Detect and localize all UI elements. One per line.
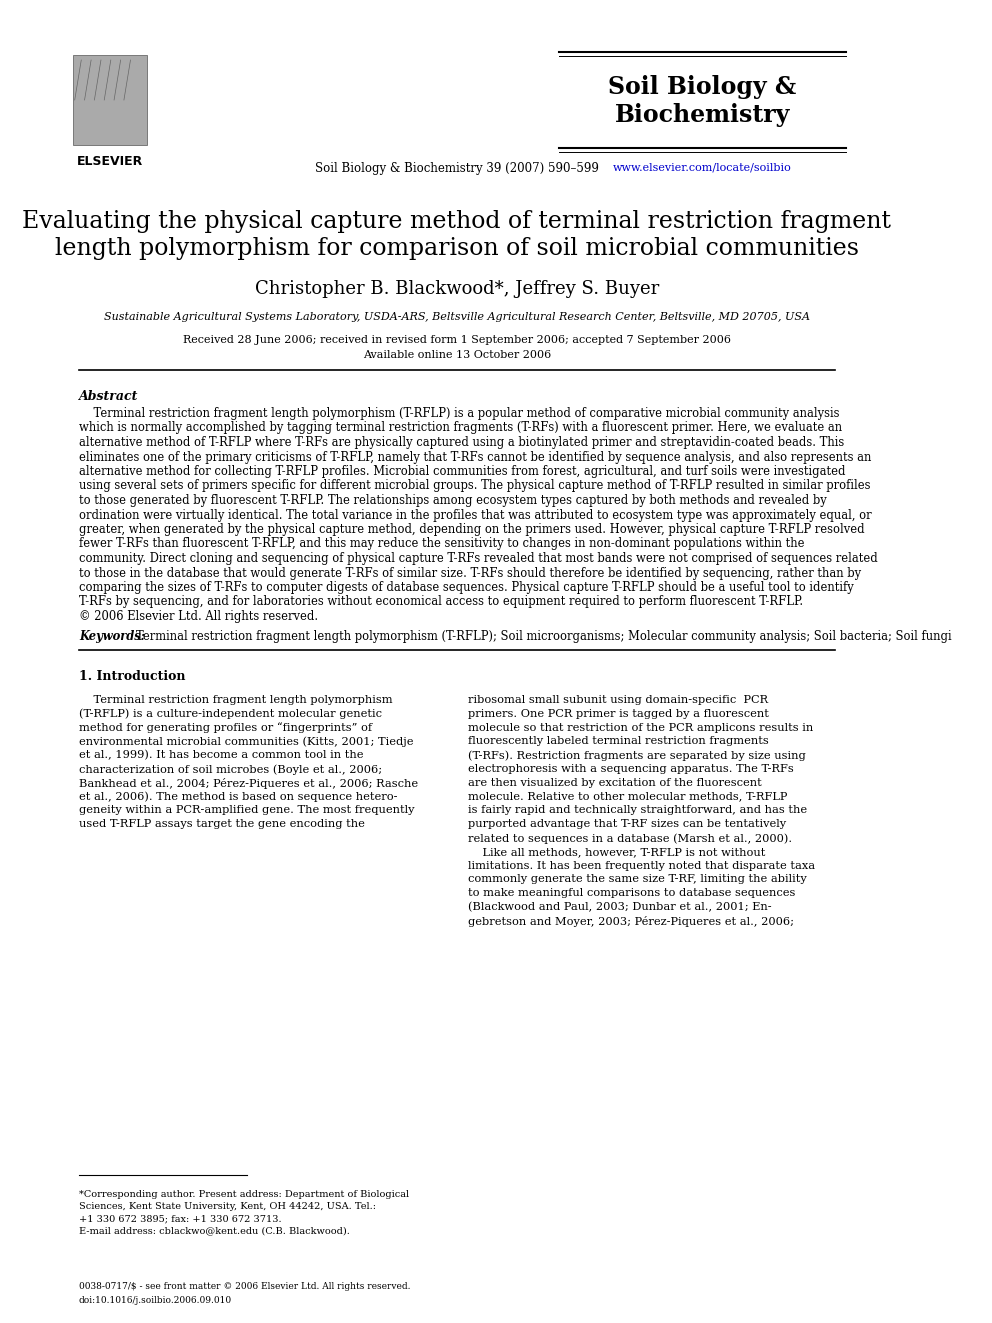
Text: Like all methods, however, T-RFLP is not without: Like all methods, however, T-RFLP is not…	[468, 847, 766, 857]
Text: community. Direct cloning and sequencing of physical capture T-RFs revealed that: community. Direct cloning and sequencing…	[78, 552, 878, 565]
Text: Available online 13 October 2006: Available online 13 October 2006	[363, 351, 552, 360]
Text: (T-RFLP) is a culture-independent molecular genetic: (T-RFLP) is a culture-independent molecu…	[78, 709, 382, 720]
Text: primers. One PCR primer is tagged by a fluorescent: primers. One PCR primer is tagged by a f…	[468, 709, 770, 718]
Text: molecule. Relative to other molecular methods, T-RFLP: molecule. Relative to other molecular me…	[468, 791, 788, 802]
Text: *Corresponding author. Present address: Department of Biological: *Corresponding author. Present address: …	[78, 1189, 409, 1199]
Text: electrophoresis with a sequencing apparatus. The T-RFs: electrophoresis with a sequencing appara…	[468, 763, 795, 774]
Text: are then visualized by excitation of the fluorescent: are then visualized by excitation of the…	[468, 778, 762, 787]
Text: fluorescently labeled terminal restriction fragments: fluorescently labeled terminal restricti…	[468, 737, 769, 746]
Text: 0038-0717/$ - see front matter © 2006 Elsevier Ltd. All rights reserved.: 0038-0717/$ - see front matter © 2006 El…	[78, 1282, 411, 1291]
Text: T-RFs by sequencing, and for laboratories without economical access to equipment: T-RFs by sequencing, and for laboratorie…	[78, 595, 803, 609]
Text: Terminal restriction fragment length polymorphism (T-RFLP); Soil microorganisms;: Terminal restriction fragment length pol…	[136, 630, 952, 643]
Text: Received 28 June 2006; received in revised form 1 September 2006; accepted 7 Sep: Received 28 June 2006; received in revis…	[183, 335, 731, 345]
Text: +1 330 672 3895; fax: +1 330 672 3713.: +1 330 672 3895; fax: +1 330 672 3713.	[78, 1215, 282, 1222]
Text: purported advantage that T-RF sizes can be tentatively: purported advantage that T-RF sizes can …	[468, 819, 787, 830]
Text: et al., 1999). It has become a common tool in the: et al., 1999). It has become a common to…	[78, 750, 363, 761]
Text: which is normally accomplished by tagging terminal restriction fragments (T-RFs): which is normally accomplished by taggin…	[78, 422, 842, 434]
Text: Sciences, Kent State University, Kent, OH 44242, USA. Tel.:: Sciences, Kent State University, Kent, O…	[78, 1203, 376, 1211]
Text: Abstract: Abstract	[78, 390, 138, 404]
Text: to those in the database that would generate T-RFs of similar size. T-RFs should: to those in the database that would gene…	[78, 566, 861, 579]
Text: alternative method of T-RFLP where T-RFs are physically captured using a biotiny: alternative method of T-RFLP where T-RFs…	[78, 437, 844, 448]
Text: eliminates one of the primary criticisms of T-RFLP, namely that T-RFs cannot be : eliminates one of the primary criticisms…	[78, 451, 871, 463]
Text: related to sequences in a database (Marsh et al., 2000).: related to sequences in a database (Mars…	[468, 833, 793, 844]
Text: molecule so that restriction of the PCR amplicons results in: molecule so that restriction of the PCR …	[468, 722, 813, 733]
Text: length polymorphism for comparison of soil microbial communities: length polymorphism for comparison of so…	[55, 237, 859, 261]
Text: www.elsevier.com/locate/soilbio: www.elsevier.com/locate/soilbio	[613, 161, 792, 172]
Text: © 2006 Elsevier Ltd. All rights reserved.: © 2006 Elsevier Ltd. All rights reserved…	[78, 610, 317, 623]
Text: environmental microbial communities (Kitts, 2001; Tiedje: environmental microbial communities (Kit…	[78, 737, 414, 747]
Text: Terminal restriction fragment length polymorphism (T-RFLP) is a popular method o: Terminal restriction fragment length pol…	[78, 407, 839, 419]
Text: commonly generate the same size T-RF, limiting the ability: commonly generate the same size T-RF, li…	[468, 875, 807, 884]
Text: (Blackwood and Paul, 2003; Dunbar et al., 2001; En-: (Blackwood and Paul, 2003; Dunbar et al.…	[468, 902, 772, 913]
Text: Christopher B. Blackwood*, Jeffrey S. Buyer: Christopher B. Blackwood*, Jeffrey S. Bu…	[255, 280, 659, 298]
Text: ELSEVIER: ELSEVIER	[76, 155, 143, 168]
Text: et al., 2006). The method is based on sequence hetero-: et al., 2006). The method is based on se…	[78, 791, 398, 802]
Text: ordination were virtually identical. The total variance in the profiles that was: ordination were virtually identical. The…	[78, 508, 871, 521]
Text: gebretson and Moyer, 2003; Pérez-Piqueres et al., 2006;: gebretson and Moyer, 2003; Pérez-Piquere…	[468, 916, 795, 927]
Text: E-mail address: cblackwo@kent.edu (C.B. Blackwood).: E-mail address: cblackwo@kent.edu (C.B. …	[78, 1226, 350, 1234]
Text: Soil Biology &
Biochemistry: Soil Biology & Biochemistry	[608, 75, 797, 127]
Text: Bankhead et al., 2004; Pérez-Piqueres et al., 2006; Rasche: Bankhead et al., 2004; Pérez-Piqueres et…	[78, 778, 418, 789]
Text: 1. Introduction: 1. Introduction	[78, 669, 186, 683]
Text: to make meaningful comparisons to database sequences: to make meaningful comparisons to databa…	[468, 888, 796, 898]
Text: method for generating profiles or “fingerprints” of: method for generating profiles or “finge…	[78, 722, 372, 733]
Text: Soil Biology & Biochemistry 39 (2007) 590–599: Soil Biology & Biochemistry 39 (2007) 59…	[315, 161, 599, 175]
Text: Terminal restriction fragment length polymorphism: Terminal restriction fragment length pol…	[78, 695, 393, 705]
Text: limitations. It has been frequently noted that disparate taxa: limitations. It has been frequently note…	[468, 860, 815, 871]
Text: Sustainable Agricultural Systems Laboratory, USDA-ARS, Beltsville Agricultural R: Sustainable Agricultural Systems Laborat…	[104, 312, 809, 321]
Text: Keywords:: Keywords:	[78, 630, 145, 643]
Text: is fairly rapid and technically straightforward, and has the: is fairly rapid and technically straight…	[468, 806, 807, 815]
Text: fewer T-RFs than fluorescent T-RFLP, and this may reduce the sensitivity to chan: fewer T-RFs than fluorescent T-RFLP, and…	[78, 537, 805, 550]
Text: ribosomal small subunit using domain-specific  PCR: ribosomal small subunit using domain-spe…	[468, 695, 769, 705]
Text: geneity within a PCR-amplified gene. The most frequently: geneity within a PCR-amplified gene. The…	[78, 806, 415, 815]
Text: doi:10.1016/j.soilbio.2006.09.010: doi:10.1016/j.soilbio.2006.09.010	[78, 1297, 232, 1304]
Text: using several sets of primers specific for different microbial groups. The physi: using several sets of primers specific f…	[78, 479, 870, 492]
Text: (T-RFs). Restriction fragments are separated by size using: (T-RFs). Restriction fragments are separ…	[468, 750, 806, 761]
Text: to those generated by fluorescent T-RFLP. The relationships among ecosystem type: to those generated by fluorescent T-RFLP…	[78, 493, 826, 507]
Text: alternative method for collecting T-RFLP profiles. Microbial communities from fo: alternative method for collecting T-RFLP…	[78, 464, 845, 478]
Text: greater, when generated by the physical capture method, depending on the primers: greater, when generated by the physical …	[78, 523, 864, 536]
Text: Evaluating the physical capture method of terminal restriction fragment: Evaluating the physical capture method o…	[23, 210, 892, 233]
Text: used T-RFLP assays target the gene encoding the: used T-RFLP assays target the gene encod…	[78, 819, 365, 830]
Text: comparing the sizes of T-RFs to computer digests of database sequences. Physical: comparing the sizes of T-RFs to computer…	[78, 581, 853, 594]
Bar	[73, 56, 147, 146]
Text: characterization of soil microbes (Boyle et al., 2006;: characterization of soil microbes (Boyle…	[78, 763, 382, 774]
